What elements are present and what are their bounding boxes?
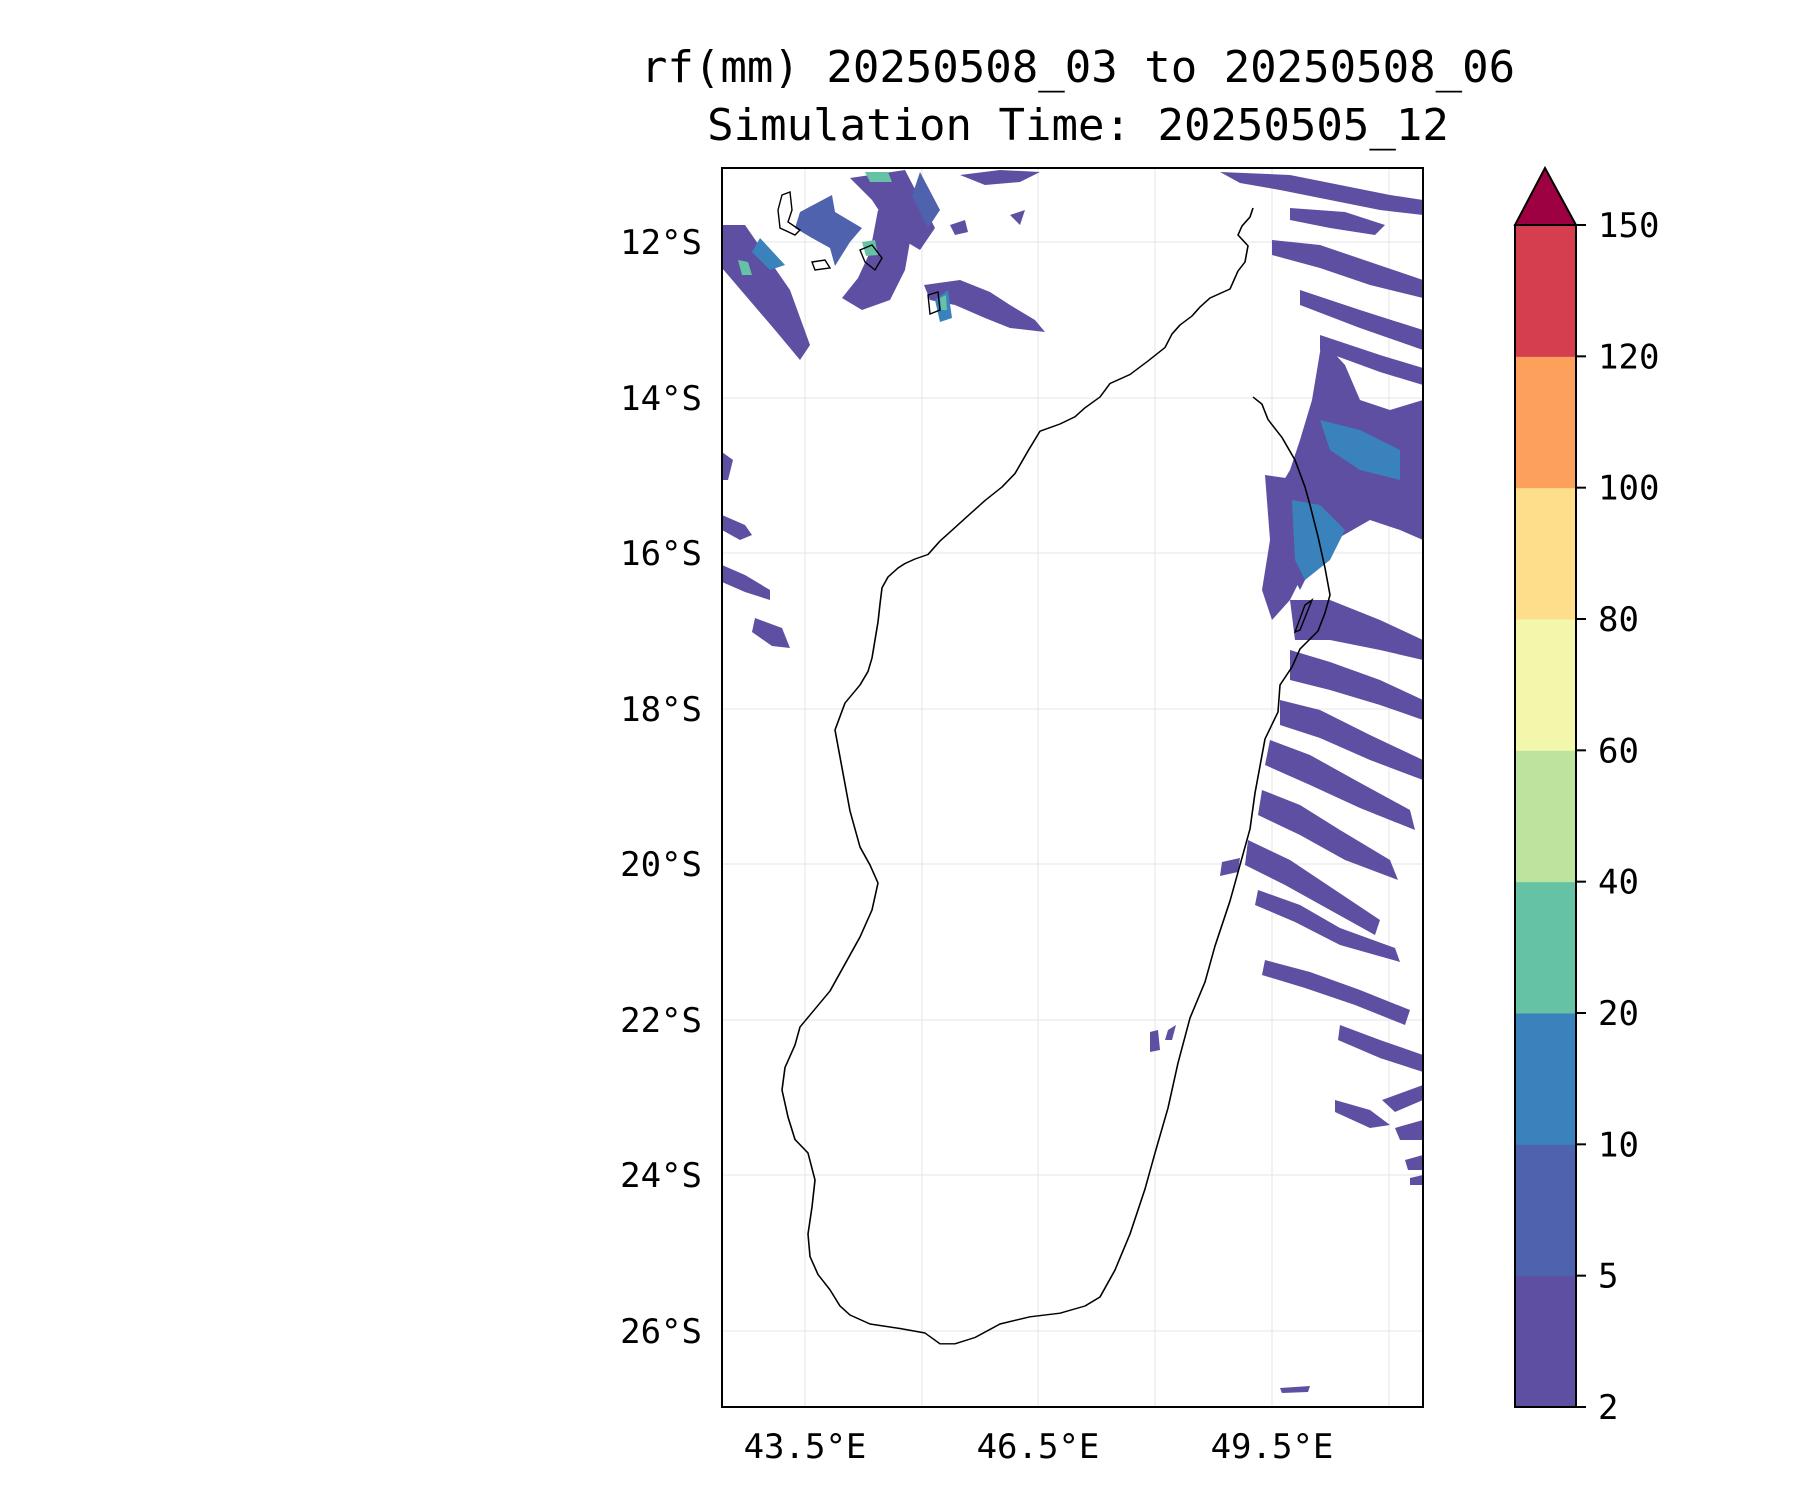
colorbar-segment: [1515, 487, 1576, 620]
rain-band-e-14: [1380, 1045, 1410, 1065]
colorbar-frame: [1514, 224, 1577, 1408]
colorbar-segment: [1515, 1013, 1576, 1145]
lat-tick-label: 24°S: [620, 1156, 702, 1196]
colorbar-tick-label: 80: [1598, 600, 1639, 640]
rain-band-w-2: [722, 515, 752, 540]
lon-tick-label: 43.5°E: [744, 1427, 867, 1467]
rain-band-e-5: [1280, 700, 1423, 780]
rain-band-w-3: [722, 565, 770, 600]
rain-band-e-8: [1245, 840, 1380, 935]
rain-band-e-13: [1382, 1085, 1423, 1112]
gridlines: [722, 168, 1423, 1407]
madagascar-coastline: [781, 207, 1331, 1345]
rain-band-ne-4: [1300, 290, 1423, 350]
colorbar-segment: [1515, 750, 1576, 883]
colorbar: 2 5 10 20 40 60 80 100 120 150: [1513, 165, 1659, 1428]
colorbar-segment: [1515, 225, 1576, 357]
rain-core-10-20-b: [1320, 420, 1400, 480]
rain-band-coastal-1: [1220, 858, 1240, 876]
colorbar-tick-label: 2: [1598, 1388, 1618, 1428]
rain-band-e-4: [1290, 650, 1423, 720]
lat-tick-label: 18°S: [620, 690, 702, 730]
island-moheli: [811, 259, 832, 271]
colorbar-segment: [1515, 1275, 1576, 1408]
colorbar-extend-arrow: [1513, 165, 1578, 226]
rain-band-coastal-2: [1150, 1030, 1160, 1052]
colorbar-tick-label: 10: [1598, 1125, 1639, 1165]
rain-band-coastal-4: [1280, 1386, 1310, 1393]
rain-core-20-40-c: [862, 240, 878, 256]
rain-band-e-6: [1265, 740, 1415, 830]
rain-band-e-12: [1335, 1100, 1390, 1128]
lat-tick-label: 14°S: [620, 379, 702, 419]
map-panel: 12°S 14°S 16°S 18°S 20°S 22°S 24°S 26°S …: [620, 167, 1424, 1467]
title-line-2: Simulation Time: 20250505_12: [707, 100, 1449, 151]
colorbar-tick-label: 20: [1598, 994, 1639, 1034]
rain-band-coastal-3: [1165, 1025, 1176, 1040]
colorbar-segments: [1515, 225, 1576, 1408]
rain-band-e-17: [1410, 1175, 1423, 1185]
rain-band-ne-2: [1290, 208, 1385, 235]
lat-tick-label: 22°S: [620, 1001, 702, 1041]
rain-band-e-9: [1255, 890, 1400, 962]
rain-band-nw-1: [722, 225, 810, 360]
rain-band-e-15: [1395, 1120, 1423, 1140]
rain-band-nw-6: [924, 280, 1045, 332]
colorbar-tick-label: 150: [1598, 206, 1659, 246]
rain-band-w-1: [722, 452, 733, 480]
colorbar-segment: [1515, 356, 1576, 489]
rain-core-20-40-a: [738, 260, 752, 275]
rain-band-e-7: [1258, 790, 1398, 880]
lon-tick-label: 46.5°E: [977, 1427, 1100, 1467]
colorbar-tick-label: 60: [1598, 731, 1639, 771]
island-mayotte: [927, 291, 941, 315]
rain-core-10-20-c: [752, 238, 785, 270]
island-sainte-marie: [1293, 598, 1314, 634]
rainfall-field: [722, 170, 1423, 1393]
island-grande-comore: [777, 191, 802, 236]
lat-tick-label: 26°S: [620, 1312, 702, 1352]
rain-band-nw-5: [912, 172, 940, 228]
colorbar-segment: [1515, 619, 1576, 751]
colorbar-tick-label: 40: [1598, 863, 1639, 903]
lon-tick-label: 49.5°E: [1211, 1427, 1334, 1467]
colorbar-segment: [1515, 881, 1576, 1014]
lon-tick-labels: 43.5°E 46.5°E 49.5°E: [744, 1427, 1334, 1467]
rain-core-20-40-d: [940, 295, 947, 310]
rain-band-nw-9: [1010, 210, 1025, 225]
lat-tick-label: 12°S: [620, 223, 702, 263]
colorbar-ticks: 2 5 10 20 40 60 80 100 120 150: [1576, 206, 1659, 1428]
lat-tick-label: 16°S: [620, 534, 702, 574]
rain-band-nw-8: [950, 220, 968, 235]
rain-band-nw-7: [960, 170, 1040, 185]
rain-band-w-4: [752, 618, 790, 648]
map-background: [722, 168, 1423, 1407]
colorbar-tick-label: 5: [1598, 1257, 1618, 1297]
island-anjouan: [859, 244, 883, 272]
map-frame: [721, 167, 1424, 1408]
rain-band-ne-1: [1220, 172, 1423, 215]
rain-core-20-40-b: [865, 172, 892, 182]
colorbar-tick-label: 120: [1598, 337, 1659, 377]
rain-band-nw-4: [842, 210, 912, 310]
rain-band-e-3: [1290, 600, 1423, 660]
colorbar-segment: [1515, 1144, 1576, 1277]
rain-band-e-16: [1405, 1155, 1423, 1170]
rain-band-ne-3: [1272, 240, 1423, 298]
colorbar-tick-label: 100: [1598, 469, 1659, 509]
lat-tick-labels: 12°S 14°S 16°S 18°S 20°S 22°S 24°S 26°S: [620, 223, 702, 1352]
lat-tick-label: 20°S: [620, 845, 702, 885]
rain-band-nw-2: [795, 195, 862, 266]
rain-band-ne-5: [1320, 335, 1423, 385]
title-line-1: rf(mm) 20250508_03 to 20250508_06: [641, 42, 1515, 93]
rain-band-e-10: [1262, 960, 1410, 1025]
rain-band-nw-3: [850, 170, 935, 250]
